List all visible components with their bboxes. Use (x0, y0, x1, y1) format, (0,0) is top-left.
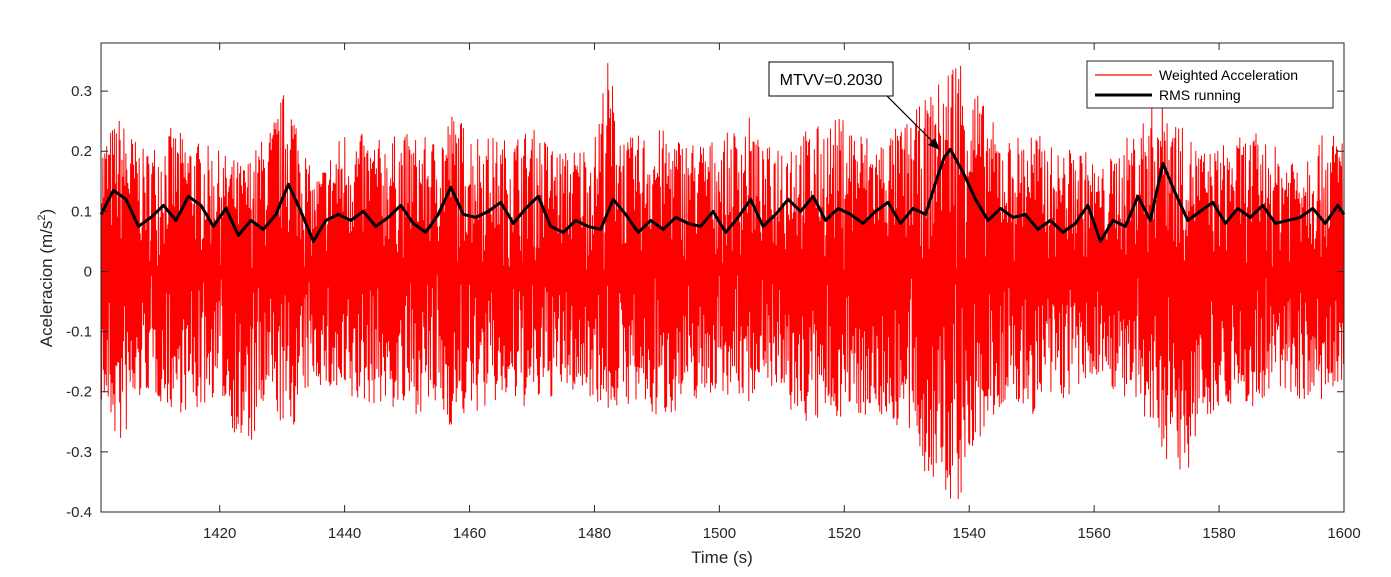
x-tick-label: 1420 (203, 525, 236, 542)
y-axis-label: Aceleracion (m/s2) (36, 209, 56, 347)
y-tick-label: -0.2 (66, 384, 92, 401)
x-tick-label: 1520 (828, 525, 861, 542)
legend-label-rms-running: RMS running (1159, 87, 1241, 103)
annotation-box (768, 61, 894, 97)
x-tick-label: 1540 (953, 525, 986, 542)
y-axis: -0.4 -0.3 -0.2 -0.1 0 0.1 0.2 0.3 (66, 83, 1344, 521)
y-tick-label: -0.3 (66, 444, 92, 461)
mtvv-annotation: MTVV=0.2030 (768, 61, 940, 150)
y-tick-label: 0 (84, 263, 92, 280)
annotation-label: MTVV=0.2030 (780, 72, 883, 89)
y-tick-label: -0.4 (66, 504, 92, 521)
y-axis-label-main: Aceleracion (m/s (37, 221, 56, 348)
y-tick-label: 0.3 (71, 83, 92, 100)
x-tick-label: 1440 (328, 525, 361, 542)
x-tick-label: 1580 (1202, 525, 1235, 542)
annotation-arrow (883, 92, 938, 147)
x-tick-label: 1500 (703, 525, 736, 542)
x-tick-label: 1600 (1327, 525, 1360, 542)
x-axis: 1420 1440 1460 1480 1500 1520 1540 1560 1580 1600 (203, 43, 1361, 542)
annotation-arrowhead (928, 138, 940, 150)
x-axis-label: Time (s) (691, 548, 753, 567)
weighted-acceleration-series (100, 63, 1345, 500)
x-tick-label: 1460 (453, 525, 486, 542)
rms-running-series (99, 147, 1346, 243)
rms-running-line (99, 147, 1346, 243)
weighted-acceleration-line (100, 63, 1345, 500)
legend-label-weighted-acceleration: Weighted Acceleration (1159, 67, 1298, 83)
x-tick-label: 1560 (1077, 525, 1110, 542)
y-tick-label: 0.1 (71, 203, 92, 220)
y-axis-label-superscript: 2 (36, 214, 48, 220)
y-axis-label-close: ) (37, 209, 56, 215)
legend: Weighted Acceleration RMS running (1086, 60, 1334, 109)
y-tick-label: 0.2 (71, 143, 92, 160)
x-tick-label: 1480 (578, 525, 611, 542)
y-tick-label: -0.1 (66, 324, 92, 341)
axes-box (100, 42, 1345, 513)
legend-box (1086, 60, 1334, 109)
